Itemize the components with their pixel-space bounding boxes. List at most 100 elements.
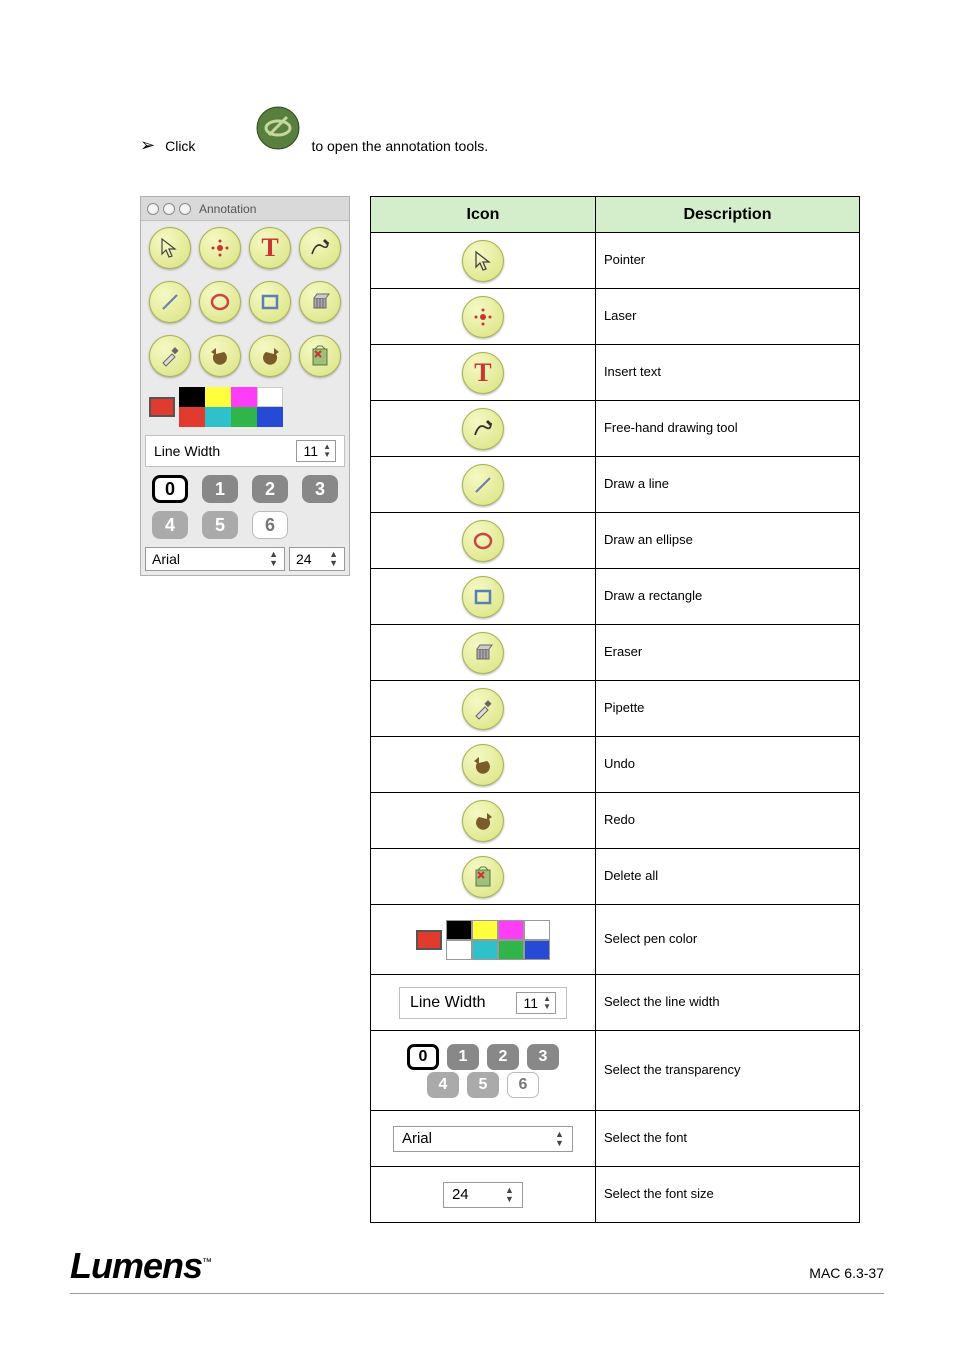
header-pre: Click [165, 138, 195, 154]
pointer-icon [462, 240, 504, 282]
desc-cell: Delete all [595, 849, 859, 905]
eyedrop-icon [462, 688, 504, 730]
th-icon: Icon [371, 197, 596, 233]
table-row: Select pen color [371, 905, 860, 975]
close-dot[interactable] [147, 203, 159, 215]
line-icon [462, 464, 504, 506]
header-post: to open the annotation tools. [311, 138, 488, 154]
laser-icon[interactable] [199, 227, 241, 269]
icon-cell [371, 513, 596, 569]
desc-cell: Pipette [595, 681, 859, 737]
icon-cell [371, 289, 596, 345]
table-row: Laser [371, 289, 860, 345]
rect-icon [462, 576, 504, 618]
table-row: Undo [371, 737, 860, 793]
eyedropper-icon[interactable] [149, 335, 191, 377]
color-swatch[interactable] [231, 387, 257, 407]
desc-cell: Select the font [595, 1111, 859, 1167]
table-row: Line Width 11▲▼Select the line width [371, 975, 860, 1031]
icon-cell [371, 233, 596, 289]
table-row: Pipette [371, 681, 860, 737]
min-dot[interactable] [163, 203, 175, 215]
panel-titlebar: Annotation [141, 197, 349, 221]
logo: Lumens™ [70, 1245, 211, 1287]
table-row: Draw an ellipse [371, 513, 860, 569]
desc-cell: Select the font size [595, 1167, 859, 1223]
ellipse-icon [462, 520, 504, 562]
desc-cell: Draw a line [595, 457, 859, 513]
desc-cell: Select pen color [595, 905, 859, 975]
color-swatch[interactable] [205, 387, 231, 407]
line-icon[interactable] [149, 281, 191, 323]
icon-cell: Line Width 11▲▼ [371, 975, 596, 1031]
icon-cell [371, 681, 596, 737]
font-combo[interactable]: Arial ▲▼ [145, 547, 285, 571]
text-icon[interactable]: T [249, 227, 291, 269]
redo-icon[interactable] [249, 335, 291, 377]
table-row: 24▲▼Select the font size [371, 1167, 860, 1223]
delete-all-icon[interactable] [299, 335, 341, 377]
color-swatch[interactable] [257, 387, 283, 407]
ellipse-icon[interactable] [199, 281, 241, 323]
color-swatch[interactable] [231, 407, 257, 427]
annotation-panel: Annotation T [140, 196, 350, 576]
icon-cell [371, 793, 596, 849]
transparency-2[interactable]: 2 [252, 475, 288, 503]
font-row: Arial ▲▼ 24 ▲▼ [141, 543, 349, 575]
icon-cell [371, 737, 596, 793]
color-swatch[interactable] [205, 407, 231, 427]
icon-cell [371, 457, 596, 513]
desc-cell: Laser [595, 289, 859, 345]
line-width-spinner[interactable]: 11 ▲▼ [296, 440, 336, 462]
transparency-0[interactable]: 0 [152, 475, 188, 503]
annotation-launcher-icon [255, 105, 301, 151]
desc-cell: Eraser [595, 625, 859, 681]
icon-cell [371, 849, 596, 905]
bullet-arrow: ➢ [140, 135, 155, 156]
page-number: MAC 6.3-37 [809, 1265, 884, 1287]
footer: Lumens™ MAC 6.3-37 [70, 1245, 884, 1294]
table-row: Draw a line [371, 457, 860, 513]
pointer-icon[interactable] [149, 227, 191, 269]
transparency-3[interactable]: 3 [302, 475, 338, 503]
color-row [141, 383, 349, 431]
header-row: ➢ Click to open the annotation tools. [140, 100, 894, 156]
transparency-1[interactable]: 1 [202, 475, 238, 503]
desc-cell: Select the transparency [595, 1031, 859, 1111]
transparency-5[interactable]: 5 [202, 511, 238, 539]
font-size-combo[interactable]: 24 ▲▼ [289, 547, 345, 571]
transparency-row-1: 0 1 2 3 [141, 471, 349, 507]
th-desc: Description [595, 197, 859, 233]
icon-cell: 0 1 2 3 4 5 6 [371, 1031, 596, 1111]
text-icon: T [462, 352, 504, 394]
transparency-4[interactable]: 4 [152, 511, 188, 539]
color-swatch[interactable] [179, 387, 205, 407]
icon-description-table: Icon Description PointerLaser T Insert tex… [370, 196, 860, 1223]
undo-icon[interactable] [199, 335, 241, 377]
desc-cell: Undo [595, 737, 859, 793]
table-row: Draw a rectangle [371, 569, 860, 625]
color-swatch[interactable] [257, 407, 283, 427]
eraser-icon[interactable] [299, 281, 341, 323]
transparency-6[interactable]: 6 [252, 511, 288, 539]
panel-title: Annotation [199, 202, 256, 216]
icon-cell [371, 625, 596, 681]
line-width-label: Line Width [154, 443, 220, 459]
table-row: Delete all [371, 849, 860, 905]
icon-cell [371, 569, 596, 625]
desc-cell: Insert text [595, 345, 859, 401]
selected-color[interactable] [149, 397, 175, 417]
undo-icon [462, 744, 504, 786]
desc-cell: Select the line width [595, 975, 859, 1031]
rect-icon[interactable] [249, 281, 291, 323]
zoom-dot[interactable] [179, 203, 191, 215]
icon-cell: 24▲▼ [371, 1167, 596, 1223]
color-swatch[interactable] [179, 407, 205, 427]
line-width-row: Line Width 11 ▲▼ [145, 435, 345, 467]
table-row: Free-hand drawing tool [371, 401, 860, 457]
desc-cell: Pointer [595, 233, 859, 289]
table-row: T Insert text [371, 345, 860, 401]
freehand-icon[interactable] [299, 227, 341, 269]
desc-cell: Redo [595, 793, 859, 849]
icon-cell [371, 905, 596, 975]
